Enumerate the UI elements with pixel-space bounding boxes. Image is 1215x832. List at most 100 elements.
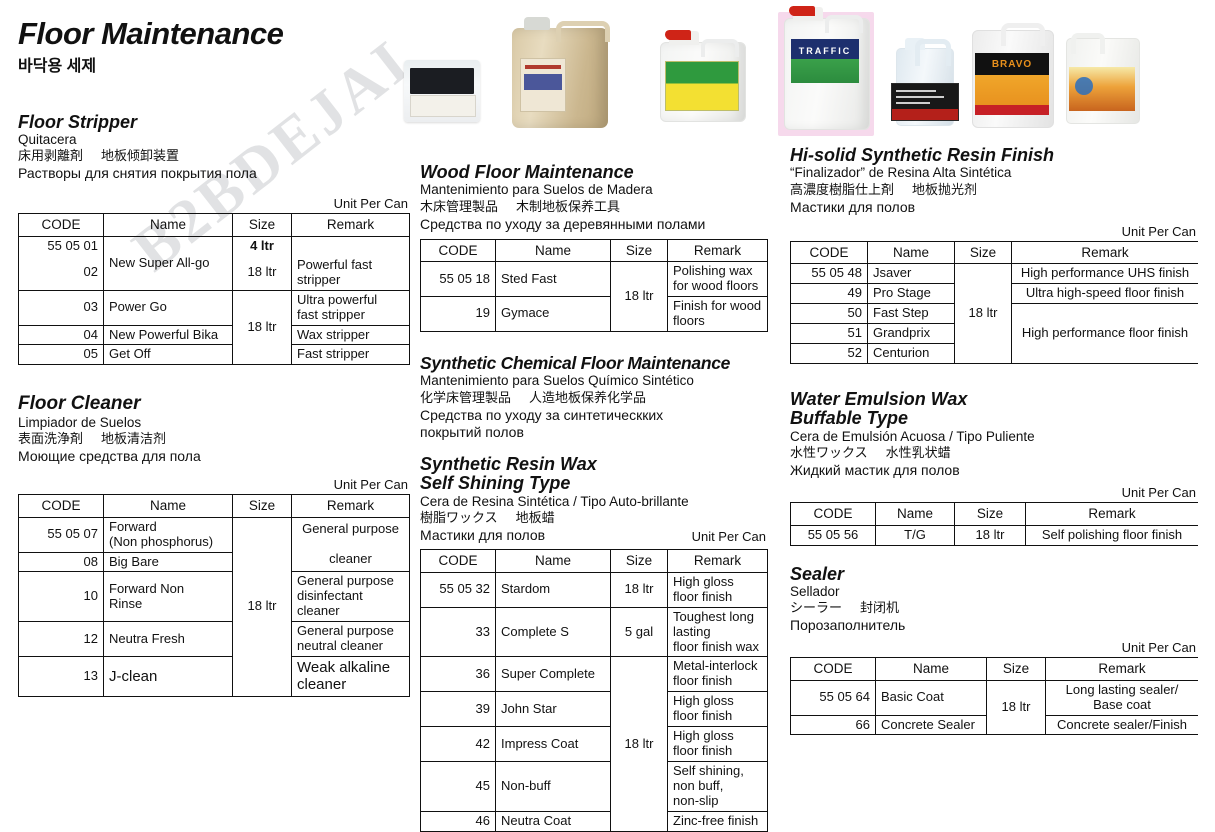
section-wood-floor: Wood Floor Maintenance Mantenimiento par…	[420, 162, 768, 233]
section-sealer: Sealer Sellador シーラー 封闭机 Порозаполнитель	[790, 564, 1198, 635]
cell-remark: Ultra high-speed floor finish	[1011, 283, 1198, 304]
product-label	[410, 68, 474, 94]
table-row: 04 New Powerful Bika Wax stripper	[18, 324, 410, 346]
column-header-name: Name	[875, 502, 955, 526]
section-title-ru: Мастики для полов	[790, 198, 916, 215]
table-row: 55 05 64 Basic Coat 18 ltr Long lasting …	[790, 679, 1198, 736]
cell-code: 55 05 07	[18, 516, 104, 553]
section-title-cjk: 化学床管理製品 人造地板保养化学品	[420, 390, 768, 407]
cell-name: Power Go	[103, 289, 233, 326]
cell-code: 03	[18, 289, 104, 326]
column-header-remark: Remark	[1011, 240, 1198, 265]
section-title-cjk: 樹脂ワックス 地板蜡	[420, 510, 768, 527]
cell-name: Fast Step	[867, 302, 955, 324]
tan-jerrycan-product	[512, 17, 610, 128]
product-label	[1069, 67, 1135, 111]
section-title-ja: シーラー	[790, 600, 843, 616]
table-row: 05 Get Off Fast stripper	[18, 344, 410, 366]
cell-code: 55 05 32	[420, 571, 496, 608]
page-title: Floor Maintenance	[18, 16, 284, 51]
middle-column: Wood Floor Maintenance Mantenimiento par…	[420, 162, 768, 832]
table-header-row: CODE Name Size Remark	[420, 238, 768, 263]
cell-name: Pro Stage	[867, 283, 955, 304]
section-title-ru: Моющие средства для пола	[18, 448, 201, 465]
cell-remark: General purpose disinfectant cleaner	[291, 571, 410, 623]
section-title-es: Limpiador de Suelos	[18, 414, 142, 430]
section-title-en: Hi-solid Synthetic Resin Finish	[790, 145, 1055, 165]
section-title-en: Floor Cleaner	[18, 393, 141, 415]
table-row: 55 05 07 Forward (Non phosphorus) 18 ltr…	[18, 516, 410, 697]
product-label-secondary	[410, 95, 476, 117]
cell-name: Stardom	[495, 571, 611, 608]
cell-remark: Wax stripper	[291, 324, 410, 346]
section-title-en: Synthetic Chemical Floor Maintenance	[420, 352, 731, 373]
cell-code: 04	[18, 324, 104, 346]
section-title-en: Floor Stripper	[18, 111, 138, 132]
column-header-size: Size	[610, 549, 668, 573]
cell-size: 18 ltr	[986, 679, 1046, 736]
traffic-jug-product: TRAFFIC	[778, 6, 874, 136]
table-row: 46 Neutra Coat Zinc-free finish	[420, 810, 768, 832]
cell-name: Forward Non Rinse	[103, 571, 233, 623]
handle-icon	[1071, 33, 1105, 54]
cell-code: 10	[18, 571, 104, 623]
deep-penetrating-floor-stripper-product	[891, 38, 959, 126]
table-synthetic-resin-wax: CODE Name Size Remark 55 05 32 Stardom 1…	[420, 549, 768, 832]
cell-remark: General purpose neutral cleaner	[291, 621, 410, 658]
section-water-emulsion: Water Emulsion Wax Buffable Type Cera de…	[790, 389, 1198, 479]
section-title-ru: Мастики для полов	[420, 527, 546, 544]
unit-per-can-label: Unit Per Can	[1121, 640, 1196, 656]
cell-size: 18 ltr	[232, 516, 292, 697]
section-title-ja: 表面洗浄剤	[18, 431, 84, 447]
cell-remark: Ultra powerful fast stripper	[291, 289, 410, 326]
table-floor-cleaner: CODE Name Size Remark 55 05 07 Forward (…	[18, 494, 410, 697]
section-title-ja: 化学床管理製品	[420, 389, 512, 405]
column-header-size: Size	[610, 238, 668, 263]
traffic-brand-text: TRAFFIC	[798, 46, 852, 56]
cell-code: 13	[18, 656, 104, 697]
section-title-zh: 地板抛光剂	[912, 181, 978, 197]
cell-code: 51	[790, 322, 868, 344]
table-hi-solid: CODE Name Size Remark 55 05 48 Jsaver 18…	[790, 240, 1198, 364]
column-header-remark: Remark	[291, 213, 410, 237]
bravo-brand-text: BRAVO	[991, 59, 1033, 70]
section-title-es: Mantenimiento para Suelos de Madera	[420, 182, 653, 198]
section-title-cjk: 床用剥離剤 地板倾卸装置	[18, 148, 410, 165]
cap-icon	[524, 17, 550, 30]
table-header-row: CODE Name Size Remark	[18, 494, 410, 518]
unit-per-can-label: Unit Per Can	[1121, 485, 1196, 501]
column-header-code: CODE	[18, 213, 104, 237]
section-title-cjk: 木床管理製品 木制地板保养工具	[420, 199, 768, 216]
cell-name: Big Bare	[103, 551, 233, 573]
handle-icon	[915, 39, 951, 66]
cell-remark: General purpose cleaner	[291, 516, 410, 573]
cell-code: 50	[790, 302, 868, 324]
table-header-row: CODE Name Size Remark	[790, 502, 1198, 526]
cell-name: Get Off	[103, 344, 233, 366]
table-row: 42 Impress Coat High gloss floor finish	[420, 726, 768, 763]
cell-remark: Toughest long lasting floor finish wax	[667, 606, 768, 658]
product-label: TRAFFIC	[791, 39, 859, 83]
section-title-es: Quitacera	[18, 131, 77, 147]
cell-name: Jsaver	[867, 263, 955, 285]
section-title-zh: 地板清洁剂	[101, 431, 167, 447]
cell-remark: High gloss floor finish	[667, 726, 768, 763]
red-cap-icon	[665, 30, 691, 40]
table-row: 55 05 56 T/G 18 ltr Self polishing floor…	[790, 524, 1198, 546]
section-floor-cleaner: Floor Cleaner Limpiador de Suelos 表面洗浄剤 地…	[18, 393, 410, 465]
cell-code: 66	[790, 714, 876, 736]
cell-name: Centurion	[867, 342, 955, 364]
unit-per-can-label: Unit Per Can	[691, 529, 766, 545]
left-column: Floor Maintenance 바닥용 세제 Floor Stripper …	[18, 16, 410, 697]
cell-remark: High performance floor finish	[1011, 302, 1198, 364]
cell-size: 18 ltr	[954, 263, 1012, 364]
table-row: 08 Big Bare	[18, 551, 410, 573]
table-row: 19 Gymace Finish for wood floors	[420, 295, 768, 332]
section-title-ja: 木床管理製品	[420, 198, 499, 214]
product-photo-strip: TRAFFIC BRAVO	[0, 0, 1215, 140]
cell-remark: Weak alkaline cleaner	[291, 656, 410, 697]
cell-name: Neutra Coat	[495, 810, 611, 832]
cell-code: 36	[420, 656, 496, 693]
section-hi-solid: Hi-solid Synthetic Resin Finish “Finaliz…	[790, 145, 1198, 216]
handle-icon	[825, 15, 863, 33]
